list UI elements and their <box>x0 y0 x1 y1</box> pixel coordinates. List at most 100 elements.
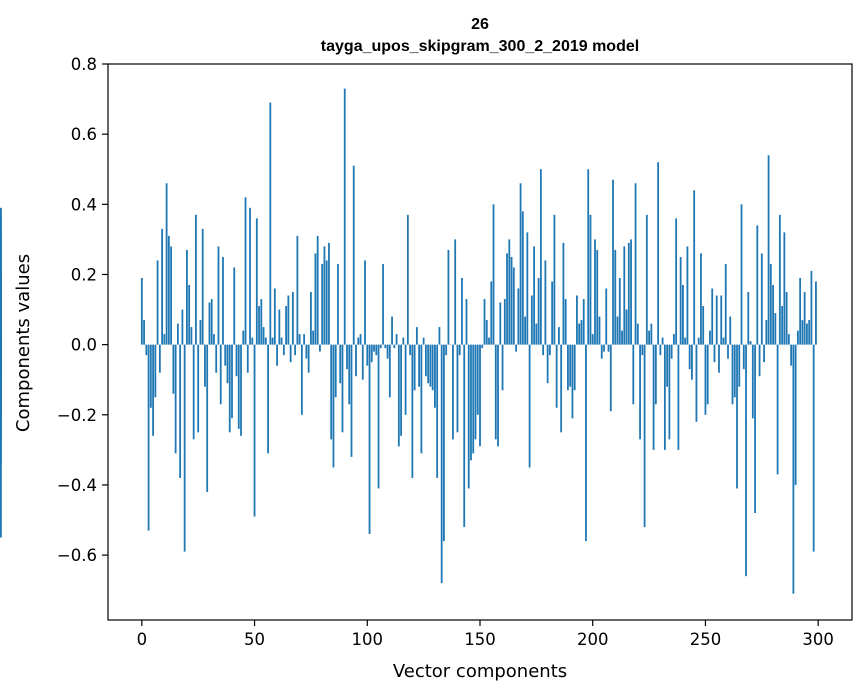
bar-36 <box>222 256 224 345</box>
bar-257 <box>720 295 723 345</box>
bar-148 <box>474 344 477 440</box>
bar-222 <box>641 344 644 356</box>
bar-244 <box>691 344 693 380</box>
bar-97 <box>359 334 362 345</box>
bar-125 <box>422 337 425 345</box>
bar-178 <box>542 344 545 356</box>
bar-0 <box>140 277 143 345</box>
bar-169 <box>521 211 524 345</box>
bar-10 <box>163 334 166 345</box>
bar-243 <box>688 344 691 370</box>
y-tick-label: −0.4 <box>57 476 97 495</box>
bar-161 <box>503 299 506 345</box>
bar-256 <box>718 344 720 373</box>
bar-217 <box>630 239 632 345</box>
bar-218 <box>632 344 635 405</box>
bar-193 <box>576 295 578 345</box>
bar-146 <box>470 344 472 461</box>
bar-298 <box>812 344 815 552</box>
bar-230 <box>659 344 662 356</box>
bar-73 <box>305 344 308 359</box>
bar-20 <box>186 249 188 345</box>
bar-269 <box>747 292 750 345</box>
bar-207 <box>607 344 610 352</box>
bar-123 <box>418 344 421 387</box>
bar-149 <box>476 344 479 415</box>
bar-212 <box>618 277 621 345</box>
bar-112 <box>393 344 396 349</box>
bar-2 <box>145 344 148 356</box>
bar-250 <box>704 344 707 415</box>
bar-252 <box>709 330 711 345</box>
bar-48 <box>249 207 251 345</box>
bar-13 <box>170 246 173 345</box>
bar-75 <box>310 292 312 345</box>
y-tick-label: 0.0 <box>71 336 97 355</box>
y-tick-label: 0.4 <box>71 195 97 214</box>
bar-154 <box>488 337 490 345</box>
bar-65 <box>287 295 290 345</box>
bar-78 <box>316 235 319 345</box>
bar-1 <box>143 320 145 345</box>
bar-130 <box>434 344 436 408</box>
bar-246 <box>695 344 698 422</box>
bar-276 <box>763 344 765 363</box>
bar-9 <box>161 228 164 345</box>
bar-95 <box>355 344 357 377</box>
bar-67 <box>291 292 294 345</box>
bar-54 <box>262 327 265 345</box>
bar-270 <box>749 341 752 345</box>
bar-196 <box>582 299 585 345</box>
bar-150 <box>479 344 481 447</box>
bar-277 <box>765 320 768 345</box>
bar-296 <box>808 320 811 345</box>
bar-171 <box>526 232 529 345</box>
bar-122 <box>415 327 418 345</box>
x-tick-label: 250 <box>690 630 722 649</box>
bar-223 <box>643 344 646 528</box>
bar-224 <box>645 214 648 345</box>
bar-259 <box>724 263 727 345</box>
x-tick-label: 50 <box>244 630 265 649</box>
bar-7 <box>156 260 159 345</box>
bar-66 <box>289 344 292 363</box>
bar-15 <box>174 344 177 454</box>
bar-46 <box>244 197 247 345</box>
bar-142 <box>461 277 463 345</box>
bar-114 <box>397 344 400 447</box>
bar-109 <box>386 344 389 359</box>
bar-127 <box>427 344 430 384</box>
bar-44 <box>240 344 242 436</box>
bar-267 <box>742 344 745 370</box>
bar-219 <box>634 183 637 345</box>
bar-undefined <box>0 214 2 345</box>
bar-292 <box>799 277 802 345</box>
bar-211 <box>616 316 619 345</box>
bar-49 <box>251 337 254 345</box>
bar-231 <box>661 337 664 345</box>
bar-5 <box>152 344 154 436</box>
chart-subtitle: tayga_upos_skipgram_300_2_2019 model <box>321 38 639 55</box>
bar-86 <box>334 344 337 398</box>
bar-31 <box>210 299 213 345</box>
bar-299 <box>815 281 817 345</box>
bar-22 <box>190 327 193 345</box>
bar-184 <box>555 344 558 408</box>
bar-27 <box>201 228 204 345</box>
bar-273 <box>756 225 759 345</box>
bar-43 <box>237 344 240 429</box>
bar-111 <box>391 316 393 345</box>
bar-220 <box>636 323 639 345</box>
bar-260 <box>727 344 729 359</box>
bar-99 <box>364 260 366 345</box>
bar-197 <box>585 344 587 542</box>
bar-167 <box>517 288 520 345</box>
bar-29 <box>206 344 209 492</box>
bar-135 <box>445 344 448 356</box>
bar-92 <box>348 344 351 405</box>
bar-53 <box>260 299 263 345</box>
bar-45 <box>242 330 245 345</box>
bar-136 <box>447 249 450 345</box>
bar-34 <box>217 246 220 345</box>
